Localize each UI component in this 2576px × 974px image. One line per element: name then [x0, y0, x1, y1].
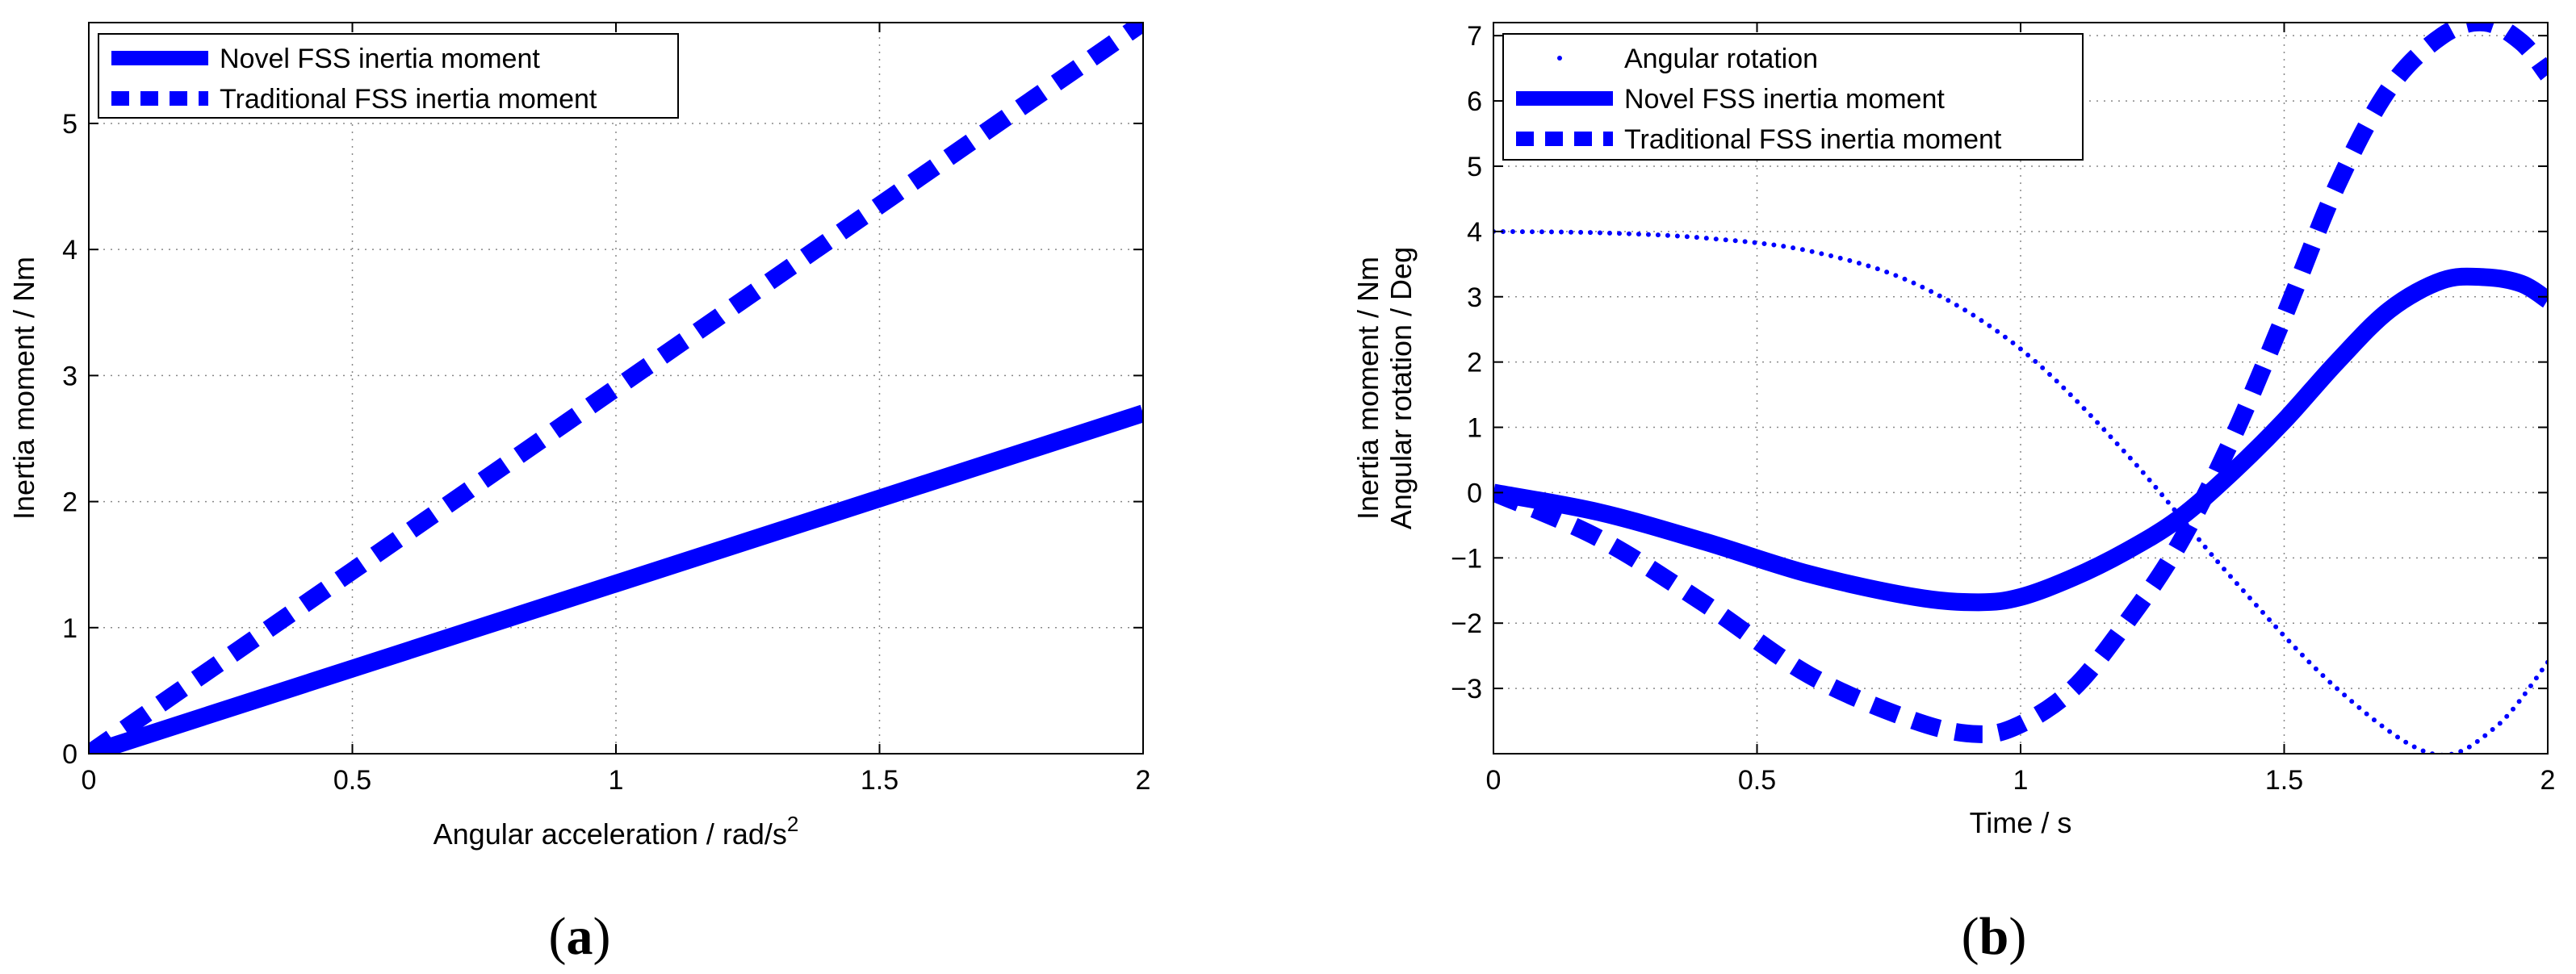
- y-tick-label: 5: [62, 109, 77, 140]
- legend-label: Angular rotation: [1624, 44, 1818, 74]
- y-tick-label: 4: [62, 235, 77, 265]
- y-tick-label: 1: [1467, 413, 1482, 444]
- series-line-novel-fss-inertia-moment: [1493, 267, 2548, 612]
- legend: Angular rotation Novel FSS inertia moment…: [1502, 33, 2084, 161]
- y-tick-label: 0: [62, 739, 77, 770]
- x-axis-label-text: Angular acceleration / rad/s: [434, 817, 787, 851]
- series-line-novel-fss-inertia-moment: [89, 404, 1143, 754]
- y-tick-label: −1: [1451, 543, 1482, 574]
- legend-label: Novel FSS inertia moment: [220, 44, 540, 74]
- panel-label-letter: b: [1979, 907, 2009, 966]
- panel-label-letter: a: [567, 907, 593, 966]
- y-tick-label: −3: [1451, 674, 1482, 704]
- x-axis-label-text: Time / s: [1970, 806, 2072, 839]
- chart-panel-a: 0 0.5 1 1.5 2 0 1 2 3 4 5 Angular acceleration / ra…: [7, 22, 1151, 966]
- legend: Novel FSS inertia moment Traditional FSS …: [98, 33, 679, 119]
- y-tick-label: 4: [1467, 217, 1482, 248]
- y-tick-label: 3: [62, 361, 77, 391]
- x-tick-label: 2: [1136, 765, 1151, 796]
- y-axis-label: Inertia moment / Nm: [7, 257, 40, 520]
- y-tick-label: 7: [1467, 21, 1482, 52]
- x-axis-label: Time / s: [1970, 806, 2072, 839]
- y-tick-label: 0: [1467, 478, 1482, 508]
- x-tick-label: 0: [82, 765, 97, 796]
- x-tick-label: 1.5: [861, 765, 898, 796]
- legend-label: Novel FSS inertia moment: [1624, 84, 1945, 115]
- x-axis-label-superscript: 2: [787, 812, 798, 836]
- chart-panel-b: 0 0.5 1 1.5 2 −3 −2 −1 0 1 2 3 4 5 6 7 Time / s Inertia m…: [1351, 21, 2555, 966]
- x-tick-label: 1.5: [2265, 765, 2303, 796]
- legend-box: [98, 33, 679, 119]
- y-axis-label-secondary: Angular rotation / Deg: [1384, 247, 1418, 529]
- x-tick-label: 0: [1486, 765, 1502, 796]
- y-tick-label: 5: [1467, 152, 1482, 182]
- legend-label: Traditional FSS inertia moment: [220, 84, 597, 115]
- x-tick-label: 2: [2540, 765, 2556, 796]
- panel-label: (a): [549, 907, 611, 966]
- series-line-traditional-fss-inertia-moment: [1493, 23, 2548, 743]
- y-axis-label: Inertia moment / Nm: [1351, 257, 1384, 520]
- series-group: [89, 23, 1143, 754]
- x-tick-label: 0.5: [1738, 765, 1776, 796]
- x-tick-label: 1: [609, 765, 624, 796]
- y-tick-label: 3: [1467, 282, 1482, 313]
- x-tick-label: 0.5: [333, 765, 371, 796]
- y-tick-label: 2: [62, 487, 77, 518]
- legend-label: Traditional FSS inertia moment: [1624, 124, 2002, 155]
- y-tick-label: 1: [62, 613, 77, 644]
- y-tick-label: 2: [1467, 348, 1482, 378]
- x-axis-label: Angular acceleration / rad/s2: [434, 812, 799, 851]
- series-group: [1493, 23, 2548, 754]
- x-tick-label: 1: [2013, 765, 2029, 796]
- y-tick-label: −2: [1451, 608, 1482, 639]
- panel-label: (b): [1962, 907, 2027, 966]
- y-tick-label: 6: [1467, 86, 1482, 117]
